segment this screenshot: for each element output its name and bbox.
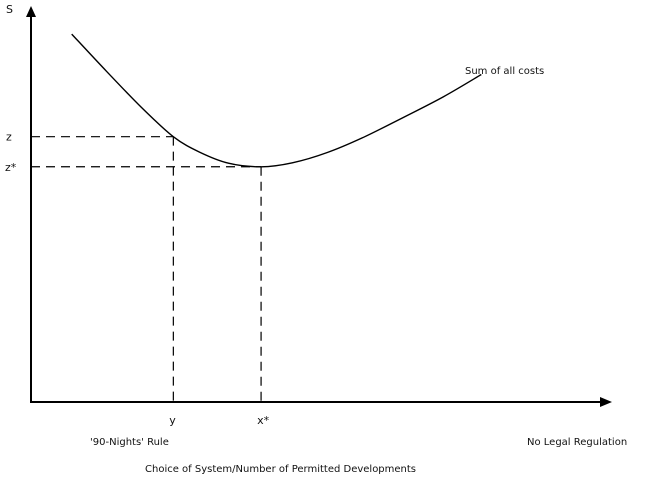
y-axis-arrowhead: [26, 6, 36, 17]
y-tick-label-z-star: z*: [5, 161, 17, 174]
y-tick-label-z: z: [6, 131, 12, 144]
y-axis-label: S: [6, 3, 13, 16]
series-label: Sum of all costs: [465, 66, 544, 77]
x-axis-label: Choice of System/Number of Permitted Dev…: [145, 464, 416, 475]
series-line-0: [71, 33, 482, 168]
x-range-label-right: No Legal Regulation: [527, 437, 627, 448]
x-axis-arrowhead: [600, 397, 612, 407]
x-tick-label-x-star: x*: [257, 414, 270, 427]
x-tick-label-y: y: [169, 414, 176, 427]
chart-marks: [31, 33, 482, 402]
x-range-label-left: '90-Nights' Rule: [90, 437, 169, 448]
